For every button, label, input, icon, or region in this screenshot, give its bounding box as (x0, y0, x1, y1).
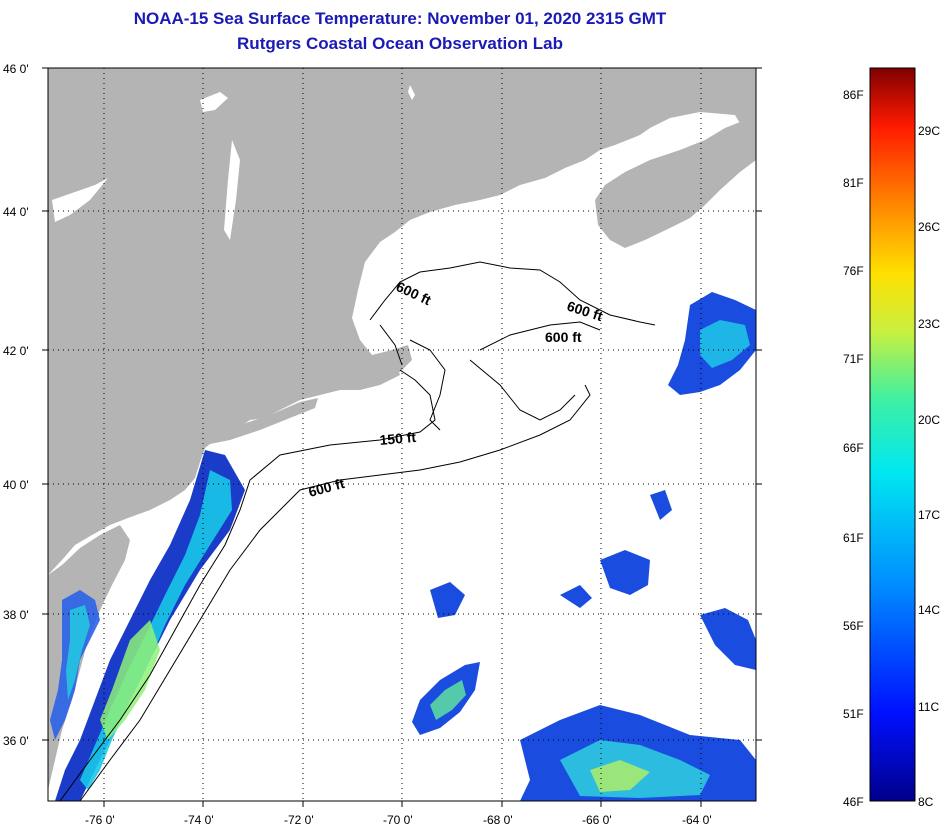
colorbar-c-label: 23C (918, 317, 940, 331)
lon-label: -70 0' (383, 813, 413, 827)
map-subtitle: Rutgers Coastal Ocean Observation Lab (237, 34, 563, 53)
contour-label: 150 ft (379, 429, 417, 448)
colorbar-c-label: 8C (918, 795, 934, 809)
lat-label: 44 0' (3, 205, 29, 219)
land-long-island (205, 398, 318, 445)
sst-chesapeake-inner (66, 605, 90, 700)
map-title: NOAA-15 Sea Surface Temperature: Novembe… (133, 9, 667, 28)
colorbar (869, 67, 916, 802)
colorbar-c-label: 17C (918, 508, 940, 522)
sst-patch-mid-d (650, 490, 672, 520)
colorbar-c-label: 14C (918, 603, 940, 617)
sst-patch-mid-e (560, 585, 592, 608)
sst-patch-south-b-warm (590, 760, 650, 792)
axis-ticks (42, 67, 762, 807)
colorbar-f-label: 71F (843, 352, 864, 366)
lon-label: -72 0' (284, 813, 314, 827)
colorbar-f-label: 51F (843, 707, 864, 721)
sst-patch-south-a-inner (430, 680, 466, 720)
lake (52, 85, 415, 240)
lat-label: 36 0' (3, 734, 29, 748)
sst-patch-mid-c (700, 608, 756, 670)
colorbar-f-label: 81F (843, 176, 864, 190)
lon-label: -64 0' (682, 813, 712, 827)
contour-label: 600 ft (545, 329, 582, 345)
colorbar-f-label: 61F (843, 531, 864, 545)
lat-label: 38 0' (3, 608, 29, 622)
colorbar-f-label: 76F (843, 264, 864, 278)
lon-label: -68 0' (483, 813, 513, 827)
graticule (48, 68, 756, 801)
sst-patch-mid-b (600, 550, 650, 595)
colorbar-c-label: 26C (918, 220, 940, 234)
sst-coastal-band-warm (100, 620, 160, 740)
lat-label: 42 0' (3, 344, 29, 358)
colorbar-c-label: 29C (918, 124, 940, 138)
sst-patch-ne-inner (700, 320, 750, 368)
contour-600ft-shelf (79, 384, 591, 801)
lat-label: 46 0' (3, 62, 29, 76)
colorbar-f-label: 56F (843, 619, 864, 633)
colorbar-c-label: 20C (918, 413, 940, 427)
sst-patch-mid-a (430, 582, 465, 618)
lon-label: -74 0' (184, 813, 214, 827)
lat-label: 40 0' (3, 478, 29, 492)
colorbar-f-label: 46F (843, 795, 864, 809)
contour-georges-bank (379, 324, 446, 431)
colorbar-f-label: 86F (843, 88, 864, 102)
land-nova-scotia (595, 120, 756, 248)
land-us-east-coast (48, 68, 756, 575)
lon-label: -66 0' (582, 813, 612, 827)
contour-gulf-of-maine (369, 261, 656, 421)
land-delmarva (48, 525, 130, 790)
land-cape-cod (372, 345, 412, 372)
colorbar-f-label: 66F (843, 441, 864, 455)
colorbar-c-label: 11C (918, 700, 939, 714)
lon-label: -76 0' (85, 813, 115, 827)
